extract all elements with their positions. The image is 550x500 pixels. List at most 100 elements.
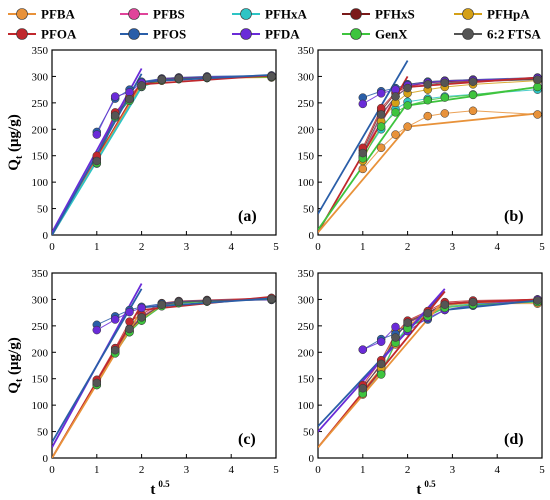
data-point: [267, 294, 276, 304]
y-tick-label: 0: [309, 230, 315, 242]
x-axis-symbol: t: [416, 482, 421, 498]
legend-label: PFOS: [153, 27, 186, 42]
data-point: [137, 313, 146, 322]
fit-line: [444, 299, 538, 311]
data-point: [92, 130, 102, 139]
x-tick-label: 3: [450, 464, 456, 476]
y-tick-label: 150: [298, 151, 315, 163]
chart-panel: 0 50 100 150 200 250 300 350 0 1 2 3 4 5 (d) t 0.5: [298, 268, 546, 498]
legend-label: PFBA: [41, 7, 76, 22]
x-tick-label: 2: [139, 241, 145, 253]
y-tick-label: 0: [43, 453, 49, 465]
x-tick-label: 1: [94, 464, 100, 476]
legend-label: PFOA: [41, 27, 77, 42]
data-point: [110, 92, 120, 101]
x-tick-label: 5: [539, 241, 545, 253]
y-tick-label: 250: [32, 98, 49, 110]
legend-marker: [128, 8, 140, 20]
data-point: [202, 296, 212, 306]
legend-marker: [128, 28, 140, 40]
y-tick-label: 150: [32, 374, 49, 386]
legend-marker: [462, 8, 474, 20]
data-point: [423, 308, 433, 318]
legend-marker: [16, 8, 28, 20]
x-tick-label: 4: [494, 464, 500, 476]
data-point: [174, 74, 184, 83]
data-point: [157, 300, 167, 309]
legend-item: PFDA: [232, 27, 300, 42]
data-point: [403, 83, 412, 93]
data-point: [533, 296, 542, 305]
y-tick-label: 300: [298, 294, 315, 306]
panel-label: (a): [238, 208, 257, 225]
x-tick-label: 2: [405, 241, 411, 253]
data-point: [391, 333, 400, 342]
data-point: [137, 303, 146, 313]
legend-item: GenX: [342, 27, 408, 42]
plot-area: [52, 283, 276, 458]
legend-item: PFHxS: [342, 7, 415, 22]
data-point: [358, 148, 368, 158]
x-axis-title: t 0.5: [150, 479, 170, 498]
data-point: [403, 122, 412, 131]
data-point: [533, 75, 542, 84]
data-point: [403, 101, 412, 110]
y-tick-label: 350: [32, 45, 49, 57]
plot-frame: [51, 49, 277, 236]
data-point: [391, 92, 400, 101]
legend-label: PFHpA: [487, 7, 530, 22]
legend-label: PFBS: [153, 7, 185, 22]
y-axis-title: Qt (μg/g): [6, 114, 25, 170]
chart-panel: 0 50 100 150 200 250 300 350 0 1 2 3 4 5 (b): [298, 45, 546, 253]
series-line: [362, 298, 538, 387]
panel-label: (c): [238, 431, 256, 448]
x-axis-superscript: 0.5: [158, 479, 170, 489]
y-tick-label: 0: [309, 453, 315, 465]
legend-marker: [350, 28, 362, 40]
y-tick-label: 350: [32, 268, 49, 280]
data-point: [125, 307, 134, 317]
x-tick-label: 4: [494, 241, 500, 253]
data-point: [92, 325, 102, 335]
legend-label: PFHxS: [375, 7, 415, 22]
legend: PFBA PFBS PFHxA PFHxS PFHpA PFOA PFOS PFDA GenX 6…: [8, 7, 541, 42]
data-point: [358, 164, 368, 174]
data-point: [110, 315, 120, 324]
legend-marker: [240, 8, 252, 20]
y-axis-subscript: t: [14, 378, 25, 382]
y-axis-unit: (μg/g): [6, 337, 22, 378]
y-tick-label: 250: [298, 98, 315, 110]
chart-panel: 0 50 100 150 200 250 300 350 0 1 2 3 4 5 (a) Qt (μg/g): [6, 45, 279, 253]
series-line: [96, 75, 272, 164]
series-line: [362, 299, 538, 389]
legend-marker: [350, 8, 362, 20]
data-point: [468, 77, 478, 86]
x-tick-label: 2: [139, 464, 145, 476]
fit-line: [318, 126, 409, 233]
y-tick-label: 300: [32, 71, 49, 83]
legend-label: GenX: [375, 27, 408, 42]
y-axis-symbol: Q: [6, 159, 22, 171]
data-point: [423, 80, 433, 89]
data-point: [358, 99, 368, 109]
data-point: [376, 359, 386, 369]
data-point: [125, 317, 134, 326]
data-point: [468, 106, 478, 116]
data-point: [358, 345, 368, 354]
data-point: [403, 318, 412, 327]
x-tick-label: 0: [49, 241, 55, 253]
fit-line: [407, 112, 538, 128]
x-tick-label: 1: [360, 241, 366, 253]
data-point: [391, 108, 400, 117]
legend-item: PFOA: [8, 27, 77, 42]
series-line: [362, 298, 538, 386]
x-axis-superscript: 0.5: [424, 479, 436, 489]
data-point: [533, 110, 542, 119]
y-tick-label: 300: [298, 71, 315, 83]
y-tick-label: 100: [32, 177, 49, 189]
panel-label: (b): [504, 208, 524, 225]
legend-marker: [462, 28, 474, 40]
data-point: [440, 93, 450, 102]
